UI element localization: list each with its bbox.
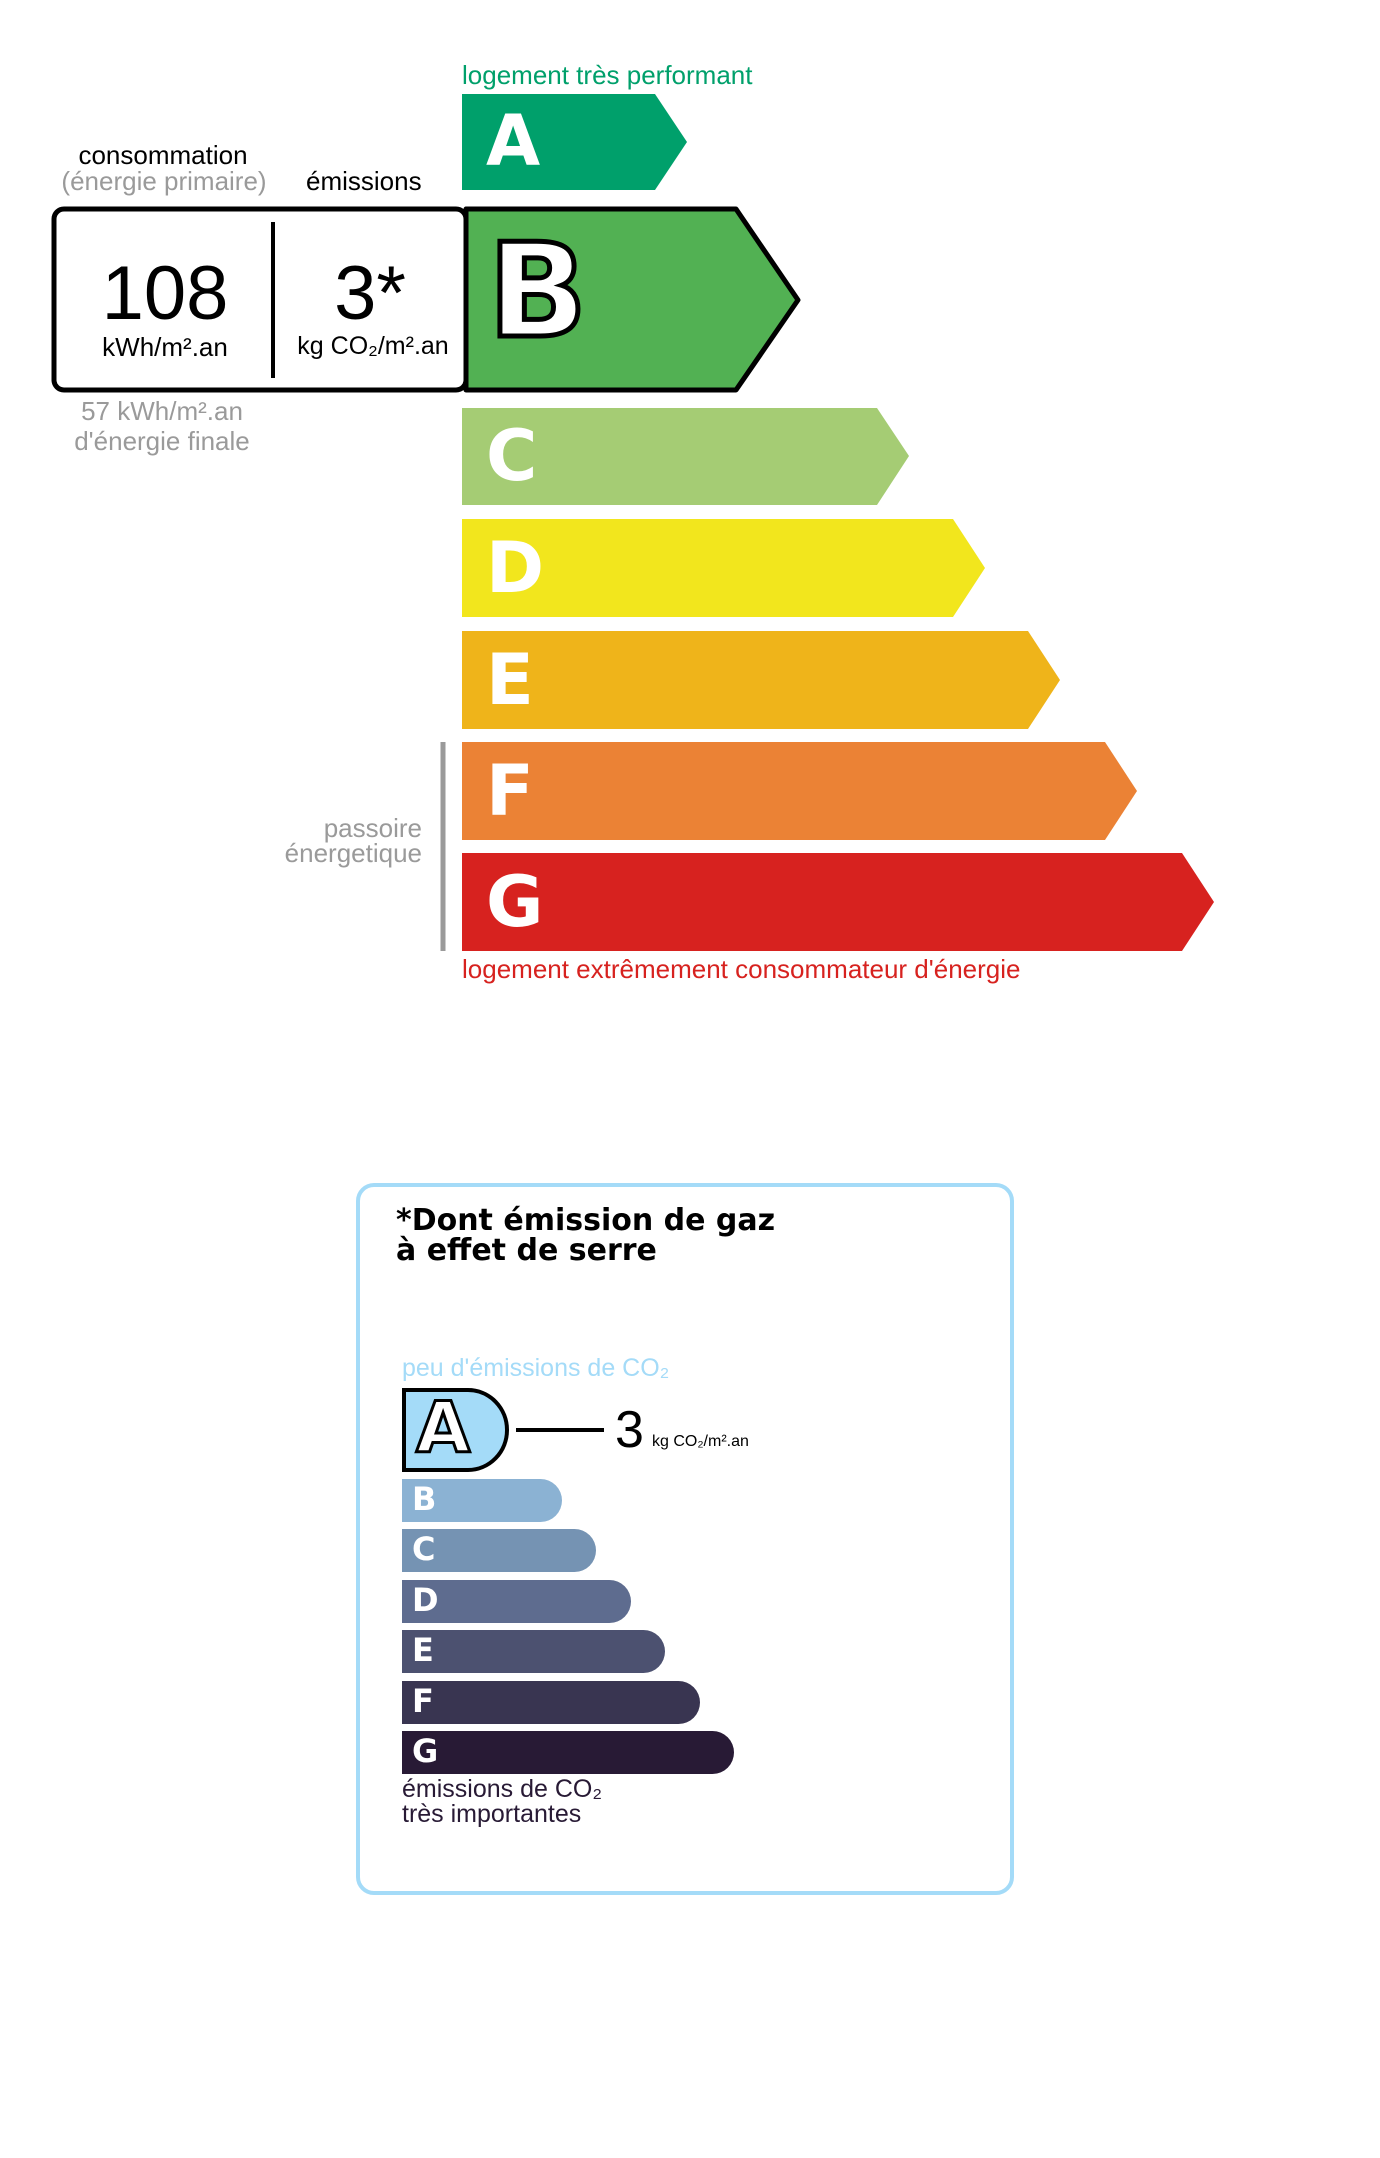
class-letter-e: E <box>486 639 534 721</box>
emissions-value: 3* <box>334 251 406 336</box>
class-d-arrow <box>462 519 985 617</box>
ges-class-letter-f: F <box>412 1682 434 1720</box>
class-e-arrow <box>462 631 1060 729</box>
ges-class-g-bar: G <box>402 1731 734 1774</box>
class-letter-a: A <box>486 100 541 182</box>
ges-class-e-bar: E <box>402 1630 665 1673</box>
ges-class-b-bar: B <box>402 1479 562 1522</box>
ges-bottom-caption-line1: émissions de CO₂ <box>402 1775 603 1803</box>
emissions-header: émissions <box>306 166 422 196</box>
ges-class-letter-d: D <box>412 1581 439 1619</box>
passoire-line2: énergetique <box>284 838 422 868</box>
ges-unit: kg CO₂/m².an <box>652 1433 749 1450</box>
ges-title-line1: *Dont émission de gaz <box>396 1203 776 1238</box>
ges-class-a-shape <box>402 1388 509 1472</box>
ges-class-letter-e: E <box>412 1631 434 1669</box>
class-letter-g: G <box>486 861 544 943</box>
class-g-arrow <box>462 853 1214 951</box>
class-a-arrow <box>462 94 687 190</box>
ges-class-letter-a: A <box>414 1387 471 1469</box>
consumption-subheader: (énergie primaire) <box>61 166 267 196</box>
ges-bottom-caption-line2: très importantes <box>402 1800 582 1828</box>
class-b-arrow <box>463 206 801 393</box>
final-energy-label: d'énergie finale <box>74 426 250 456</box>
ges-class-letter-b: B <box>412 1480 437 1518</box>
energy-class-arrows <box>51 94 1214 951</box>
ges-class-d-bar: D <box>402 1580 631 1623</box>
ges-class-letter-g: G <box>412 1732 439 1770</box>
passoire-line1: passoire <box>323 813 422 843</box>
final-energy-value: 57 kWh/m².an <box>81 396 243 426</box>
class-c-arrow <box>462 408 909 505</box>
class-f-arrow <box>462 742 1137 840</box>
class-letter-b-current: B <box>485 215 589 367</box>
consumption-header: consommation <box>78 140 248 170</box>
ges-class-c-bar: C <box>402 1529 596 1572</box>
class-letter-c: C <box>486 415 538 497</box>
ges-value: 3 <box>615 1401 644 1459</box>
class-letter-d: D <box>486 527 545 609</box>
ges-panel <box>356 1183 1014 1895</box>
ges-class-f-bar: F <box>402 1681 700 1724</box>
bottom-caption: logement extrêmement consommateur d'éner… <box>462 954 1021 984</box>
ges-top-caption: peu d'émissions de CO₂ <box>402 1354 670 1382</box>
ges-title-line2: à effet de serre <box>396 1233 657 1268</box>
consumption-unit: kWh/m².an <box>102 332 228 362</box>
ges-class-letter-c: C <box>412 1530 436 1568</box>
class-letter-f: F <box>486 750 534 832</box>
consumption-value: 108 <box>101 251 229 336</box>
top-caption: logement très performant <box>462 60 753 90</box>
emissions-unit: kg CO₂/m².an <box>297 332 449 360</box>
